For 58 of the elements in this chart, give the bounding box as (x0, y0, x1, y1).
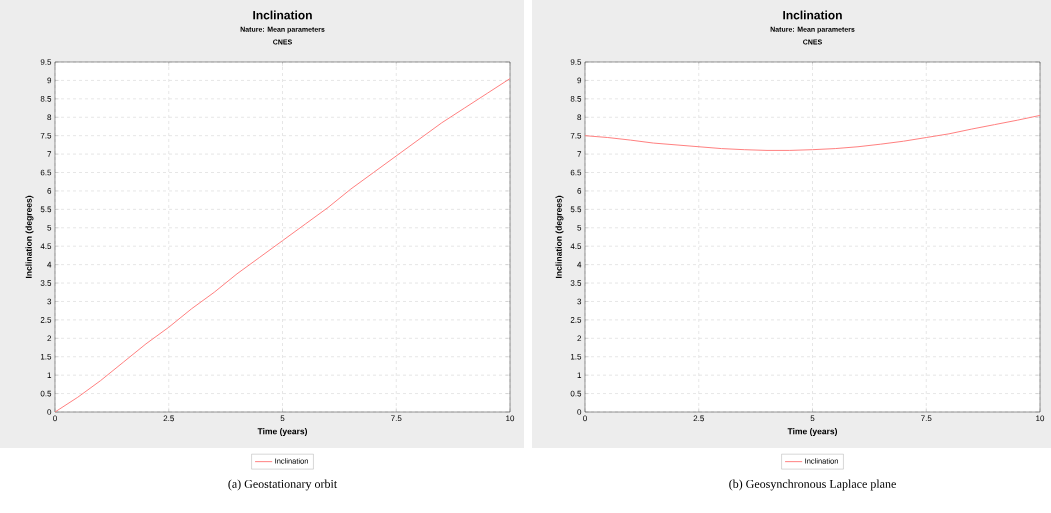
y-tick-label: 4 (577, 261, 582, 268)
y-tick-label: 6.5 (40, 169, 52, 176)
text: (b) Geosynchronous Laplace plane (729, 479, 896, 491)
y-tick-label: 7.5 (40, 132, 52, 139)
y-tick-label: 2 (577, 335, 582, 342)
x-tick-label: 2.5 (163, 415, 174, 422)
y-tick-label: 7.5 (570, 132, 582, 139)
y-tick-label: 6.5 (570, 169, 582, 176)
x-tick-label: 7.5 (391, 415, 402, 422)
y-tick-label: 6 (577, 188, 582, 194)
y-tick-label: 8 (47, 114, 52, 121)
y-tick-label: 1.5 (40, 353, 52, 360)
y-tick-label: 0.5 (570, 390, 582, 397)
y-tick-label: 0.5 (40, 390, 52, 397)
x-tick-label: 10 (506, 415, 515, 422)
y-tick-label: 9.5 (40, 59, 52, 65)
chart-title: Inclination (253, 10, 312, 20)
y-tick-label: 0 (577, 409, 582, 415)
y-tick-label: 4.5 (570, 243, 582, 249)
y-tick-label: 9.5 (570, 59, 582, 65)
y-tick-label: 2.5 (40, 317, 52, 323)
x-tick-label: 0 (53, 415, 57, 422)
x-tick-label: 5 (280, 415, 285, 422)
y-tick-label: 5.5 (40, 206, 52, 213)
y-tick-label: 3 (577, 298, 582, 305)
x-tick-label: 7.5 (921, 415, 932, 422)
x-axis-title: Time (years) (257, 428, 308, 436)
chart-title: Inclination (783, 10, 842, 20)
x-tick-label: 10 (1036, 415, 1045, 422)
y-tick-label: 8.5 (570, 96, 582, 102)
x-axis-title: Time (years) (787, 428, 838, 436)
y-tick-label: 7 (577, 151, 582, 157)
y-tick-label: 8 (577, 114, 582, 121)
y-tick-label: 1 (577, 372, 582, 378)
y-tick-label: 5.5 (570, 206, 582, 213)
x-tick-label: 0 (583, 415, 587, 422)
y-tick-label: 2 (47, 335, 52, 342)
y-tick-label: 4 (47, 261, 52, 268)
x-tick-label: 2.5 (693, 415, 704, 422)
text: (a) Geostationary orbit (228, 479, 338, 491)
y-axis-title: Inclination (degrees) (25, 195, 34, 278)
y-tick-label: 8.5 (40, 96, 52, 102)
y-tick-label: 0 (47, 409, 52, 415)
y-axis-title: Inclination (degrees) (555, 195, 564, 278)
y-tick-label: 1.5 (570, 353, 582, 360)
y-tick-label: 4.5 (40, 243, 52, 249)
y-tick-label: 1 (47, 372, 52, 378)
y-tick-label: 7 (47, 151, 52, 157)
y-tick-label: 6 (47, 188, 52, 194)
y-tick-label: 9 (47, 77, 52, 84)
y-tick-label: 2.5 (570, 317, 582, 323)
y-tick-label: 3.5 (570, 280, 582, 286)
y-tick-label: 5 (47, 224, 52, 231)
y-tick-label: 3.5 (40, 280, 52, 286)
x-tick-label: 5 (810, 415, 815, 422)
y-tick-label: 3 (47, 298, 52, 305)
y-tick-label: 9 (577, 77, 582, 84)
y-tick-label: 5 (577, 224, 582, 231)
